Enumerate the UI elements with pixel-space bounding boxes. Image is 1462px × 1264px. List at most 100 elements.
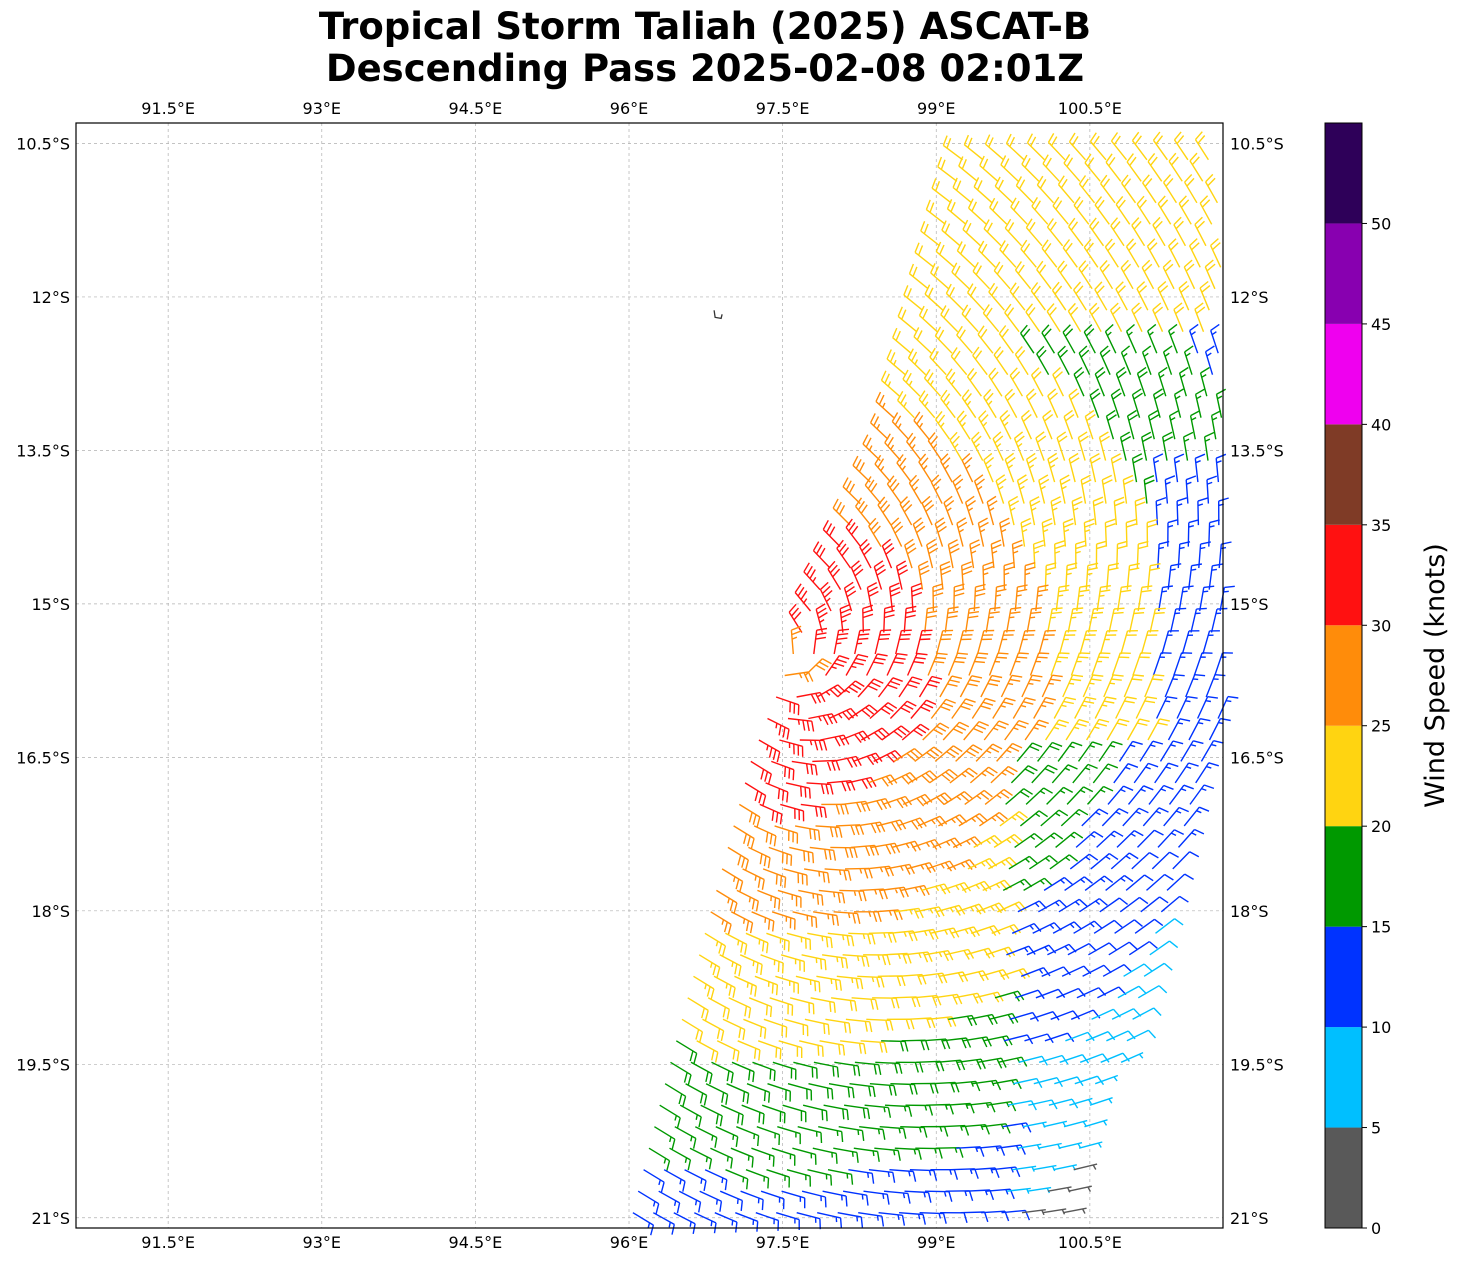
wind-barb: [927, 432, 943, 461]
wind-barb: [866, 581, 879, 612]
wind-barb: [892, 996, 921, 1008]
wind-barb: [995, 474, 1007, 504]
wind-barb: [1055, 831, 1084, 848]
wind-barb: [1147, 563, 1161, 590]
wind-barb: [778, 1040, 803, 1058]
wind-barb: [648, 1147, 671, 1171]
wind-barb: [1195, 762, 1220, 784]
wind-barb: [693, 975, 715, 1000]
wind-barb: [663, 1169, 686, 1192]
wind-barb: [965, 1189, 995, 1201]
wind-barb: [875, 1061, 903, 1074]
wind-barb: [1166, 873, 1194, 891]
wind-barb: [1111, 652, 1131, 676]
wind-barb: [1092, 763, 1119, 784]
wind-barb: [1158, 585, 1173, 612]
wind-barb: [1036, 175, 1055, 204]
wind-barb: [1149, 607, 1166, 633]
wind-barb: [967, 198, 987, 225]
wind-barb: [1125, 323, 1137, 354]
wind-barb: [786, 932, 812, 950]
wind-barb: [915, 906, 945, 918]
wind-barb: [869, 413, 889, 440]
wind-barb: [992, 697, 1016, 719]
colorbar-bin: [1325, 725, 1362, 827]
wind-barb: [970, 925, 1001, 937]
wind-barb: [908, 263, 929, 290]
wind-barb: [1137, 585, 1153, 612]
wind-barb: [1155, 696, 1178, 719]
wind-barb: [857, 678, 884, 698]
wind-barb: [1183, 174, 1198, 204]
wind-barb: [1078, 260, 1093, 290]
wind-barb: [953, 583, 965, 612]
wind-barb: [934, 517, 947, 547]
lat-tick-label-right: 19.5°S: [1230, 1055, 1284, 1074]
wind-barb: [999, 240, 1017, 268]
wind-barb: [797, 1126, 823, 1144]
wind-barb: [1169, 607, 1187, 633]
wind-barb: [1157, 829, 1185, 848]
wind-barb: [730, 911, 754, 934]
wind-barb: [822, 954, 849, 969]
wind-barb: [1199, 366, 1210, 397]
wind-barb: [1032, 539, 1044, 569]
lat-tick-label-right: 10.5°S: [1230, 134, 1284, 153]
wind-barb: [1052, 196, 1069, 225]
wind-barb: [1038, 474, 1050, 504]
wind-barb: [804, 658, 832, 677]
wind-barb: [836, 975, 864, 990]
wind-barb: [1163, 174, 1177, 204]
colorbar-frame: [1324, 122, 1363, 1229]
wind-barb: [945, 283, 964, 311]
wind-barb: [916, 1060, 945, 1072]
wind-barb: [1134, 918, 1164, 934]
wind-barb: [1068, 132, 1087, 161]
wind-barb: [1147, 409, 1160, 440]
wind-barb: [924, 1190, 953, 1202]
wind-barb: [1144, 674, 1165, 698]
wind-barb: [1199, 585, 1215, 612]
wind-barb: [1189, 410, 1201, 440]
wind-barb: [1218, 497, 1229, 526]
wind-barb: [1009, 652, 1029, 676]
wind-barb: [964, 495, 976, 526]
wind-barb: [1135, 696, 1158, 719]
wind-barb: [799, 1040, 824, 1057]
wind-barb: [721, 868, 744, 892]
wind-barb: [962, 219, 982, 247]
wind-barb: [1147, 323, 1158, 354]
wind-barb: [1157, 280, 1169, 311]
wind-barb: [895, 1061, 924, 1073]
lat-tick-label-right: 15°S: [1230, 595, 1269, 614]
wind-barbs: [632, 131, 1239, 1236]
wind-barb: [964, 789, 993, 805]
wind-barb: [772, 1061, 797, 1080]
wind-barb: [1122, 807, 1149, 827]
wind-barb: [910, 582, 923, 612]
wind-barb: [777, 1126, 801, 1145]
wind-barb: [1123, 963, 1153, 977]
wind-barb: [1136, 195, 1151, 225]
wind-barb: [1167, 238, 1181, 268]
wind-barb: [679, 1104, 702, 1128]
wind-barb: [1173, 388, 1184, 418]
lat-tick-label-right: 18°S: [1230, 902, 1269, 921]
wind-barb: [731, 1061, 755, 1083]
wind-barb: [787, 717, 815, 732]
wind-barb: [802, 1104, 828, 1122]
wind-barb: [768, 846, 793, 866]
wind-barb: [1095, 540, 1107, 569]
wind-barb: [1167, 519, 1179, 547]
wind-barb: [1106, 718, 1130, 741]
wind-barb: [1180, 740, 1204, 762]
wind-barb: [1073, 281, 1087, 311]
wind-barb: [1110, 453, 1122, 483]
wind-barb: [1199, 195, 1213, 225]
wind-barb: [1204, 345, 1215, 375]
wind-barb: [1065, 718, 1090, 741]
wind-barb: [1012, 697, 1036, 719]
wind-barb: [858, 1212, 885, 1227]
wind-barb: [727, 846, 749, 871]
wind-barb: [983, 452, 995, 483]
